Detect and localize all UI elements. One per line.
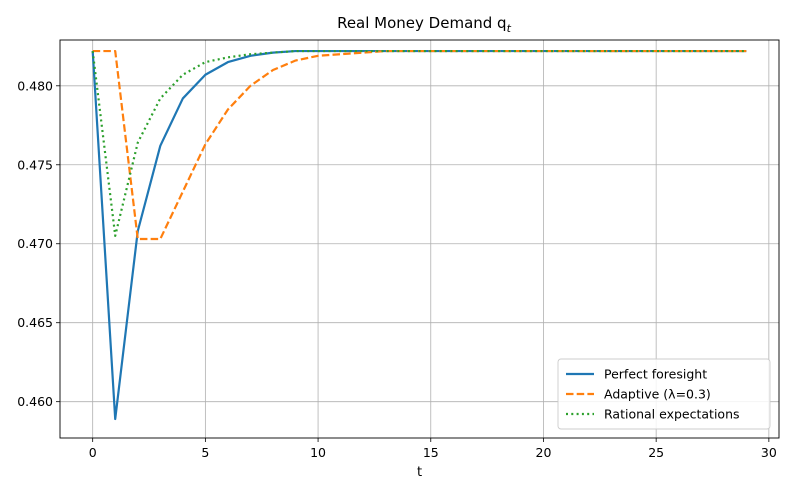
chart-title-subscript: t <box>507 22 512 35</box>
x-tick-label: 20 <box>536 445 552 460</box>
legend-label: Perfect foresight <box>604 367 707 382</box>
x-tick-label: 15 <box>423 445 439 460</box>
y-axis-ticks: 0.460 0.465 0.470 0.475 0.480 <box>17 78 60 409</box>
x-tick-label: 30 <box>761 445 777 460</box>
chart-title: Real Money Demand qt <box>337 14 512 35</box>
x-tick-label: 0 <box>89 445 97 460</box>
series-line-3 <box>91 49 747 237</box>
x-axis-ticks: 0 5 10 15 20 25 30 <box>89 438 777 460</box>
y-tick-label: 0.460 <box>17 394 53 409</box>
grid <box>60 40 779 438</box>
x-axis-label: t <box>417 465 422 480</box>
y-tick-label: 0.475 <box>17 157 53 172</box>
legend: Perfect foresight Adaptive (λ=0.3) Rationa… <box>557 358 771 430</box>
legend-box <box>557 358 771 430</box>
y-tick-label: 0.480 <box>17 78 53 93</box>
x-tick-label: 25 <box>648 445 664 460</box>
legend-label: Rational expectations <box>604 407 740 422</box>
x-tick-label: 5 <box>201 445 209 460</box>
x-tick-label: 10 <box>310 445 326 460</box>
series-layer <box>91 49 747 421</box>
y-tick-label: 0.465 <box>17 315 53 330</box>
y-tick-label: 0.470 <box>17 236 53 251</box>
legend-label: Adaptive (λ=0.3) <box>604 387 711 402</box>
plot-frame <box>59 39 780 439</box>
